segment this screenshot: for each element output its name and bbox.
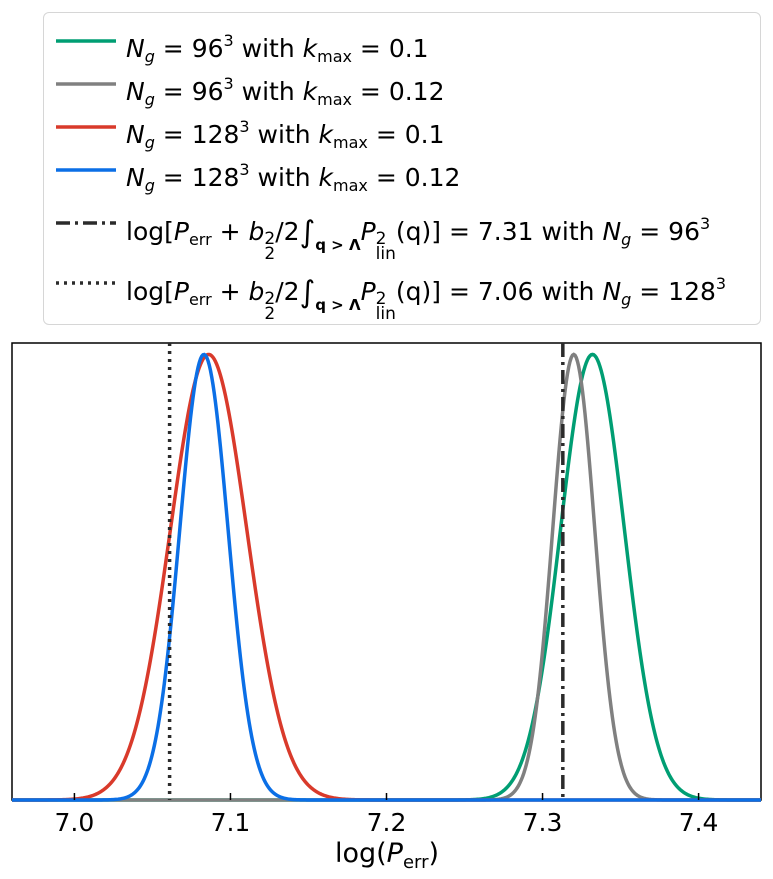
series-curve-s3 — [12, 352, 761, 802]
series-curve-s2 — [12, 352, 761, 802]
x-axis-label: log(Perr) — [335, 838, 439, 873]
x-axis-ticks: 7.0 7.1 7.2 7.3 7.4 — [55, 793, 719, 837]
series-curve-s1 — [12, 352, 761, 802]
legend-swatch-red — [56, 125, 116, 129]
legend-swatch-gray — [56, 82, 116, 86]
legend-label: Ng = 1283 with kmax = 0.1 — [126, 117, 445, 152]
legend-entry-ng96-k01: Ng = 963 with kmax = 0.1 — [44, 21, 760, 66]
legend-entry-ng96-k012: Ng = 963 with kmax = 0.12 — [44, 64, 760, 109]
x-tick-label: 7.3 — [523, 808, 563, 837]
legend-label: Ng = 963 with kmax = 0.1 — [126, 31, 429, 66]
legend-swatch-dotted — [56, 281, 116, 285]
x-tick-label: 7.0 — [55, 808, 95, 837]
legend-label: log[Perr + b 2 2/2∫q > ΛP 2 lin (q)] = 7.31 w… — [126, 214, 711, 264]
legend-swatch-blue — [56, 168, 116, 172]
legend-label: Ng = 963 with kmax = 0.12 — [126, 74, 445, 109]
x-tick-label: 7.2 — [367, 808, 407, 837]
reference-lines-group — [167, 343, 565, 800]
x-tick-label: 7.1 — [211, 808, 251, 837]
legend: Ng = 963 with kmax = 0.1 Ng = 963 with k… — [43, 12, 761, 325]
legend-entry-dotted: log[Perr + b 2 2/2∫q > ΛP 2 lin (q)] = 7.06 w… — [44, 259, 760, 324]
axes-frame — [11, 342, 762, 801]
legend-swatch-dashdot — [56, 221, 116, 225]
series-curve-s4 — [12, 352, 761, 802]
legend-label: log[Perr + b 2 2/2∫q > ΛP 2 lin (q)] = 7.06 w… — [126, 274, 727, 324]
x-tick-label: 7.4 — [679, 808, 719, 837]
legend-label: Ng = 1283 with kmax = 0.12 — [126, 160, 461, 195]
legend-swatch-green — [56, 39, 116, 43]
legend-entry-ng128-k012: Ng = 1283 with kmax = 0.12 — [44, 150, 760, 195]
legend-entry-dashdot: log[Perr + b 2 2/2∫q > ΛP 2 lin (q)] = 7.31 w… — [44, 199, 760, 264]
legend-entry-ng128-k01: Ng = 1283 with kmax = 0.1 — [44, 107, 760, 152]
curves-group — [12, 352, 761, 802]
